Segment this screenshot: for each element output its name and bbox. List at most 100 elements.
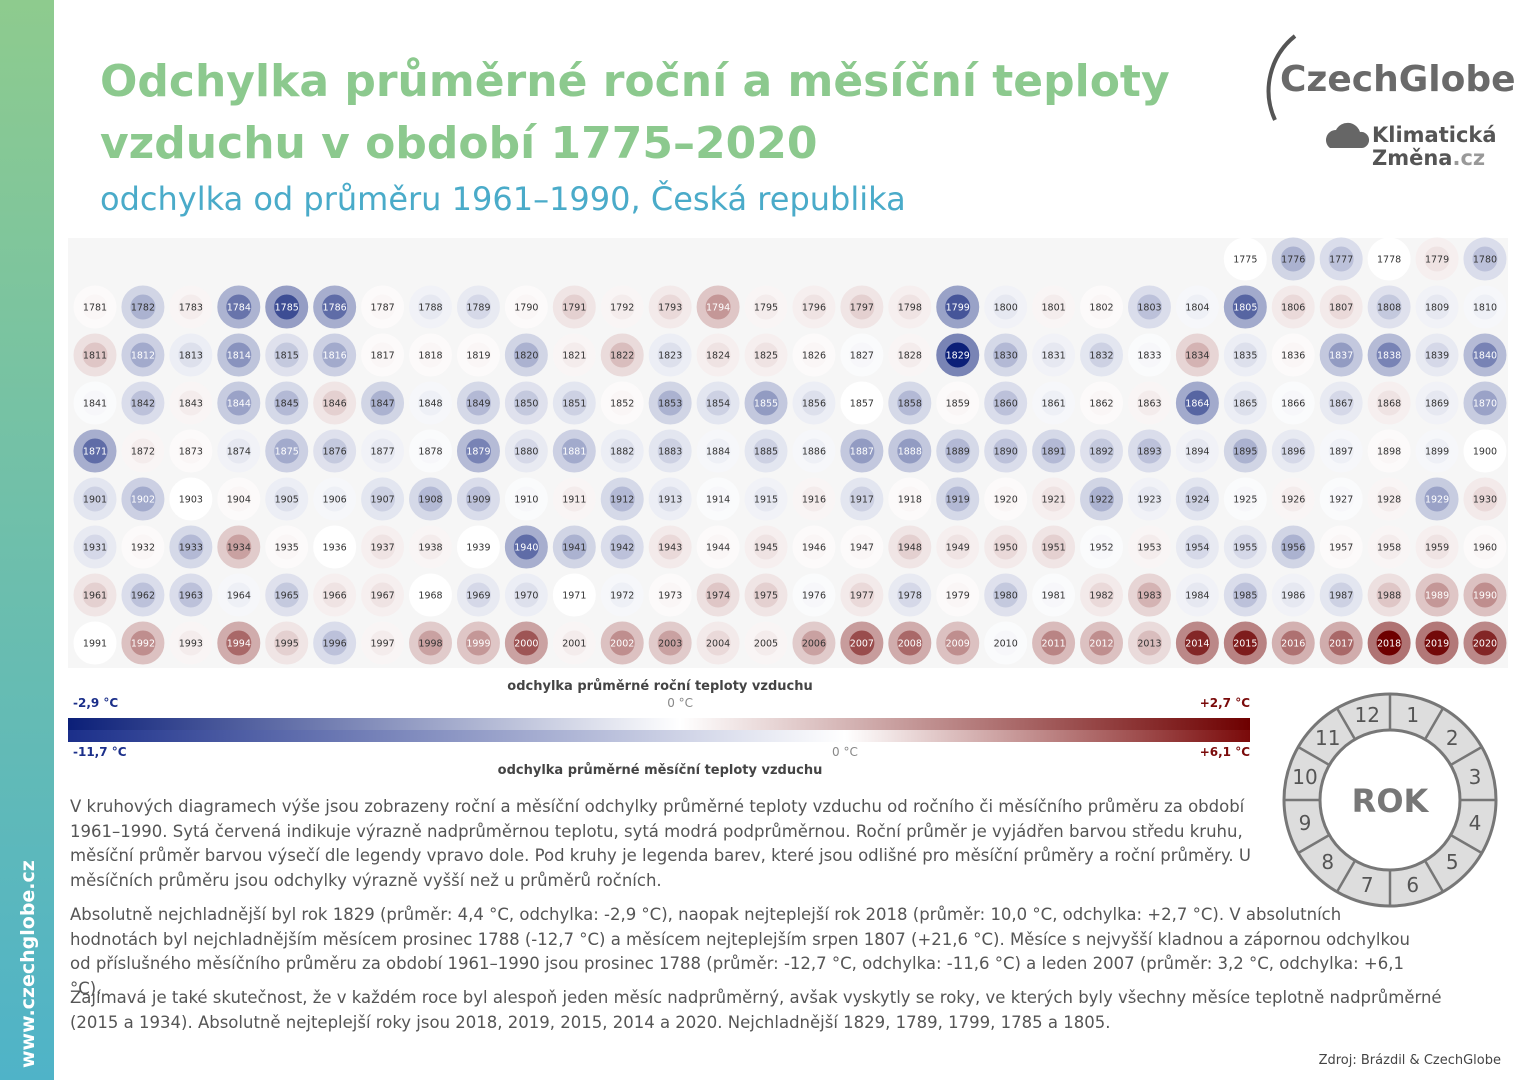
year-label: 1787 <box>370 303 394 314</box>
year-circle <box>696 429 740 473</box>
year-circle <box>1271 333 1315 377</box>
year-circle <box>1367 525 1411 569</box>
year-circle <box>409 525 453 569</box>
year-label: 1969 <box>466 591 490 602</box>
year-circle <box>600 525 644 569</box>
rok-divider <box>1335 707 1357 741</box>
year-label: 1924 <box>1185 495 1209 506</box>
year-label: 1977 <box>850 591 874 602</box>
year-label: 1859 <box>946 399 970 410</box>
rok-divider <box>1297 833 1331 855</box>
year-circle <box>121 333 165 377</box>
year-label: 1821 <box>562 351 586 362</box>
year-label: 1784 <box>227 303 251 314</box>
year-circle <box>1175 333 1219 377</box>
year-circle <box>265 525 309 569</box>
year-label: 1908 <box>418 495 442 506</box>
year-circle <box>217 573 261 617</box>
year-circle <box>361 621 405 665</box>
month-label: 7 <box>1361 873 1374 897</box>
year-label: 2013 <box>1137 639 1161 650</box>
year-label: 1968 <box>418 591 442 602</box>
rok-label: ROK <box>1352 782 1430 820</box>
year-circle <box>361 285 405 329</box>
legend-title: odchylka průměrné roční teploty vzduchu <box>507 679 812 694</box>
year-circle <box>696 621 740 665</box>
year-label: 1854 <box>706 399 730 410</box>
year-circle <box>265 333 309 377</box>
year-label: 1921 <box>1042 495 1066 506</box>
year-label: 1861 <box>1042 399 1066 410</box>
year-label: 1931 <box>83 543 107 554</box>
month-label: 6 <box>1406 873 1419 897</box>
year-circle <box>504 621 548 665</box>
year-circle <box>1463 429 1507 473</box>
year-label: 1804 <box>1185 303 1209 314</box>
year-label: 1999 <box>466 639 490 650</box>
year-circle <box>1080 525 1124 569</box>
year-label: 1778 <box>1377 255 1401 266</box>
year-label: 1973 <box>658 591 682 602</box>
year-circle <box>409 333 453 377</box>
year-circle <box>984 333 1028 377</box>
year-circle <box>361 525 405 569</box>
year-label: 1837 <box>1329 351 1353 362</box>
year-label: 1905 <box>275 495 299 506</box>
year-label: 1889 <box>946 447 970 458</box>
year-label: 1892 <box>1089 447 1113 458</box>
year-circle <box>1319 429 1363 473</box>
year-label: 1981 <box>1042 591 1066 602</box>
year-label: 1853 <box>658 399 682 410</box>
year-label: 2001 <box>562 639 586 650</box>
year-circle <box>1463 333 1507 377</box>
year-label: 1891 <box>1042 447 1066 458</box>
year-label: 1805 <box>1233 303 1257 314</box>
year-circle <box>121 429 165 473</box>
year-circle <box>121 525 165 569</box>
year-label: 1779 <box>1425 255 1449 266</box>
year-label: 1936 <box>323 543 347 554</box>
year-label: 1937 <box>370 543 394 554</box>
year-circle <box>1319 237 1363 281</box>
year-circle <box>696 477 740 521</box>
year-circle <box>73 525 117 569</box>
subtitle: odchylka od průměru 1961–1990, Česká rep… <box>100 179 906 218</box>
year-circle <box>265 285 309 329</box>
year-circle <box>600 285 644 329</box>
year-label: 1955 <box>1233 543 1257 554</box>
year-circle <box>984 285 1028 329</box>
year-label: 1872 <box>131 447 155 458</box>
year-circle <box>936 477 980 521</box>
year-circle <box>504 429 548 473</box>
year-label: 1985 <box>1233 591 1257 602</box>
year-circle <box>456 525 500 569</box>
year-label: 1795 <box>754 303 778 314</box>
year-label: 2007 <box>850 639 874 650</box>
year-label: 2004 <box>706 639 730 650</box>
year-circle <box>936 573 980 617</box>
year-label: 1832 <box>1089 351 1113 362</box>
year-label: 1826 <box>802 351 826 362</box>
year-label: 2020 <box>1473 639 1497 650</box>
year-circle <box>1032 285 1076 329</box>
year-label: 1900 <box>1473 447 1497 458</box>
year-label: 1846 <box>323 399 347 410</box>
year-circle <box>313 621 357 665</box>
year-label: 1868 <box>1377 399 1401 410</box>
year-label: 1812 <box>131 351 155 362</box>
year-circle <box>840 381 884 425</box>
year-label: 1996 <box>323 639 347 650</box>
year-circle <box>1271 237 1315 281</box>
year-circle <box>1415 333 1459 377</box>
year-label: 1792 <box>610 303 634 314</box>
year-circle <box>792 429 836 473</box>
year-label: 1915 <box>754 495 778 506</box>
year-circle <box>648 477 692 521</box>
year-circle <box>1319 477 1363 521</box>
year-circle <box>169 525 213 569</box>
year-circle <box>313 381 357 425</box>
year-label: 1993 <box>179 639 203 650</box>
year-label: 1835 <box>1233 351 1257 362</box>
